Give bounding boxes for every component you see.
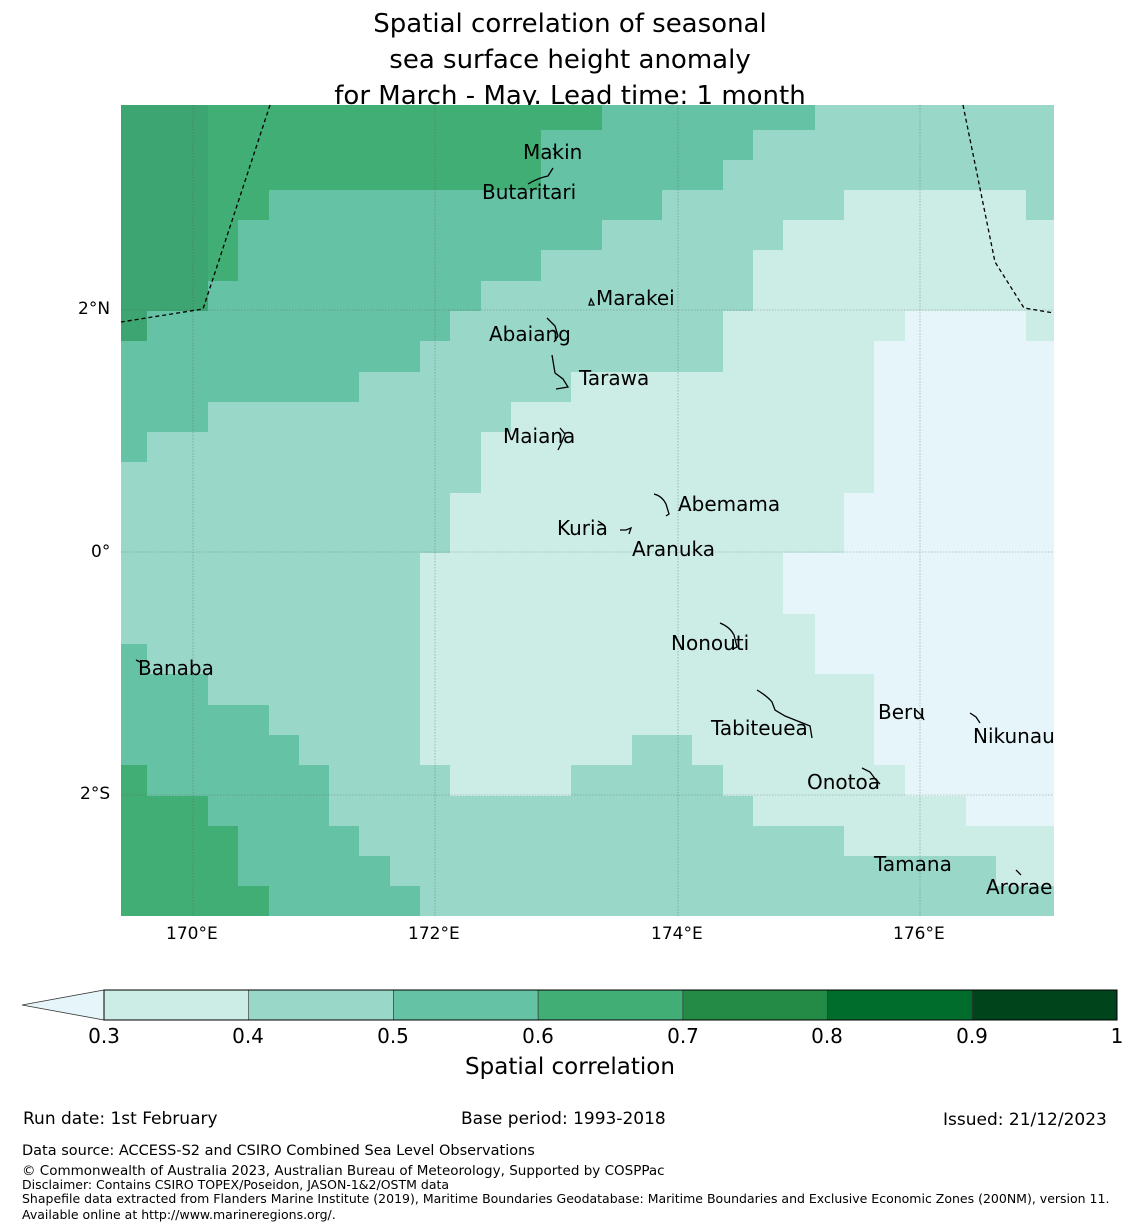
island-label: Banaba xyxy=(138,656,214,680)
issued-date: Issued: 21/12/2023 xyxy=(943,1110,1107,1130)
island-outline-arorae xyxy=(1015,869,1022,876)
field-band-e-05 xyxy=(1026,311,1054,341)
island-outline-tabiteuea xyxy=(756,689,813,739)
island-label: Tarawa xyxy=(578,366,649,390)
lon-label-174: 174°E xyxy=(651,924,703,944)
lat-label-0: 0° xyxy=(91,542,111,562)
colorbar-segment xyxy=(393,989,539,1021)
field-band-07b xyxy=(121,105,208,341)
lon-label-176: 176°E xyxy=(893,924,945,944)
island-outline-maiana xyxy=(557,427,566,451)
colorbar-tick: 0.9 xyxy=(956,1024,988,1048)
island-outline-nonouti xyxy=(719,622,738,650)
island-label: Onotoa xyxy=(807,770,880,794)
island-outlines xyxy=(135,147,1022,876)
colorbar-title: Spatial correlation xyxy=(465,1054,675,1080)
island-outline-beru xyxy=(915,709,925,721)
colorbar-segment xyxy=(537,989,684,1021)
lat-label-2s: 2°S xyxy=(80,784,111,804)
colorbar-tick: 0.5 xyxy=(377,1024,409,1048)
colorbar-under-arrow xyxy=(21,989,105,1021)
island-label: Makin xyxy=(523,140,582,164)
island-label: Aranuka xyxy=(632,537,715,561)
island-outline-kuria xyxy=(597,520,605,526)
field-band-07 xyxy=(121,105,602,341)
colorbar-tick: 0.7 xyxy=(667,1024,699,1048)
island-label: Nikunau xyxy=(973,724,1055,748)
data-source: Data source: ACCESS-S2 and CSIRO Combine… xyxy=(22,1143,535,1159)
island-label: Beru xyxy=(878,700,925,724)
island-label: Abaiang xyxy=(489,322,571,346)
eez-boundaries xyxy=(120,104,1055,323)
colorbar xyxy=(21,989,1118,1021)
copyright: © Commonwealth of Australia 2023, Austra… xyxy=(22,1163,665,1179)
island-outline-abaiang xyxy=(546,317,559,343)
colorbar-tick: 0.4 xyxy=(232,1024,264,1048)
disclaimer: Disclaimer: Contains CSIRO TOPEX/Poseido… xyxy=(22,1177,450,1192)
correlation-field xyxy=(121,105,1054,916)
island-label: Tabiteuea xyxy=(710,716,808,740)
island-label: Nonouti xyxy=(671,631,749,655)
island-label: Kuria xyxy=(557,516,608,540)
lon-label-170: 170°E xyxy=(166,924,218,944)
run-date: Run date: 1st February xyxy=(23,1109,218,1129)
island-outline-tarawa xyxy=(551,354,570,390)
colorbar-segments xyxy=(103,989,1118,1021)
island-labels: Makin Butaritari Marakei Abaiang Tarawa … xyxy=(138,140,1055,899)
island-outline-banaba xyxy=(135,659,141,663)
colorbar-segment xyxy=(827,989,973,1021)
title-line-1: Spatial correlation of seasonal xyxy=(373,9,767,39)
island-label: Marakei xyxy=(596,286,675,310)
island-outline-butaritari xyxy=(527,167,554,185)
field-band-06 xyxy=(121,105,815,462)
island-outline-aranuka xyxy=(620,526,633,535)
gridlines xyxy=(121,105,1054,916)
colorbar-frame xyxy=(103,989,1118,1021)
lat-label-2n: 2°N xyxy=(78,299,111,319)
island-outline-nikunau xyxy=(969,712,981,724)
colorbar-segment xyxy=(248,989,394,1021)
colorbar-tick: 0.3 xyxy=(88,1024,120,1048)
colorbar-tick: 1 xyxy=(1110,1024,1124,1048)
field-band-ne-05 xyxy=(1026,190,1054,220)
colorbar-tick: 0.6 xyxy=(522,1024,554,1048)
title-line-2: sea surface height anomaly xyxy=(389,45,751,75)
colorbar-segment xyxy=(103,989,250,1021)
shapefile-credit: Shapefile data extracted from Flanders M… xyxy=(22,1191,1110,1222)
island-outline-makin xyxy=(552,147,557,156)
colorbar-tick: 0.8 xyxy=(811,1024,843,1048)
island-label: Butaritari xyxy=(482,180,576,204)
lon-label-172: 172°E xyxy=(408,924,460,944)
island-outline-marakei xyxy=(588,297,596,306)
island-label: Arorae xyxy=(986,875,1052,899)
eez-boundary-east xyxy=(962,104,1055,314)
island-label: Maiana xyxy=(503,424,575,448)
island-outline-abemama xyxy=(653,493,670,517)
eez-boundary-west xyxy=(120,104,271,323)
island-label: Abemama xyxy=(678,492,780,516)
island-label: Tamana xyxy=(873,852,952,876)
field-band-east-03 xyxy=(783,311,1054,826)
colorbar-segment xyxy=(971,989,1118,1021)
colorbar-segment xyxy=(682,989,828,1021)
base-period: Base period: 1993-2018 xyxy=(461,1109,666,1129)
island-outline-onotoa xyxy=(861,767,881,785)
field-band-sw-07 xyxy=(121,765,269,916)
